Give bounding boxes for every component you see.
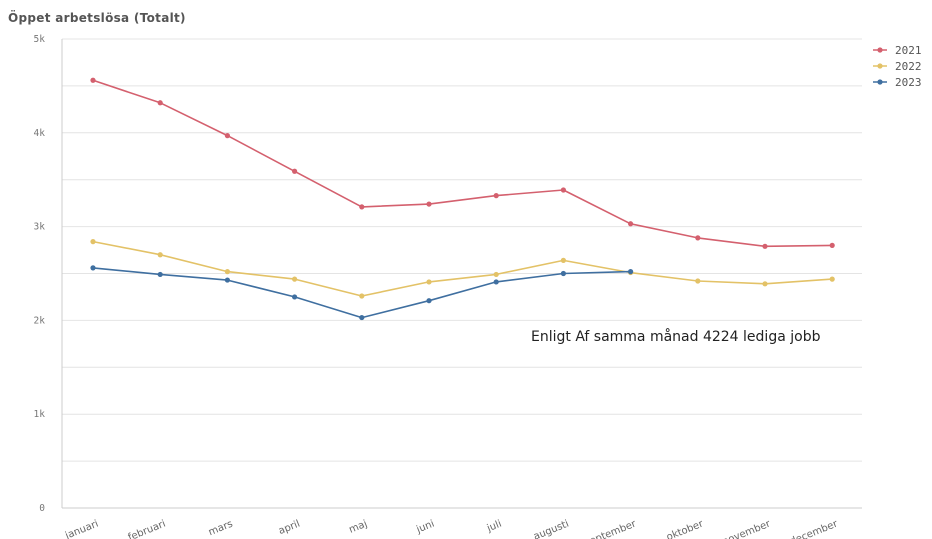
x-tick-label: januari <box>63 519 100 539</box>
data-point-2022 <box>426 279 432 285</box>
data-point-2023 <box>224 277 230 283</box>
data-point-2022 <box>224 269 230 275</box>
data-point-2021 <box>493 193 499 199</box>
data-point-2022 <box>695 278 701 284</box>
data-point-2023 <box>157 271 163 278</box>
series-line-2022 <box>92 240 833 297</box>
legend-label-2022: 2022 <box>895 60 922 73</box>
data-point-2022 <box>157 252 163 258</box>
data-point-2021 <box>157 100 163 106</box>
y-tick-label: 5k <box>34 34 46 45</box>
x-tick-label: juni <box>414 519 436 536</box>
data-point-2022 <box>762 281 768 287</box>
x-tick-label: maj <box>348 519 369 536</box>
data-point-2021 <box>426 201 432 207</box>
data-point-2021 <box>762 243 768 249</box>
x-tick-label: februari <box>127 519 168 539</box>
x-tick-label: november <box>721 518 773 539</box>
legend-marker-2023 <box>877 79 883 85</box>
data-point-2021 <box>628 221 634 227</box>
data-point-2023 <box>426 298 432 304</box>
data-point-2021 <box>224 133 230 139</box>
data-point-2021 <box>292 168 298 174</box>
y-tick-label: 3k <box>34 222 46 233</box>
x-tick-label: september <box>583 518 638 539</box>
data-point-2023 <box>292 294 298 300</box>
chart-annotation: Enligt Af samma månad 4224 lediga jobb <box>531 328 821 345</box>
chart-title: Öppet arbetslösa (Totalt) <box>8 11 186 25</box>
data-point-2023 <box>628 269 634 275</box>
x-tick-label: april <box>277 519 302 537</box>
data-point-2021 <box>560 187 567 193</box>
data-point-2021 <box>695 235 701 241</box>
data-point-2021 <box>359 204 365 210</box>
legend-label-2023: 2023 <box>895 76 922 89</box>
data-point-2022 <box>493 271 499 278</box>
series-line-2021 <box>92 79 833 248</box>
x-tick-label: juli <box>485 519 504 535</box>
data-point-2023 <box>359 314 365 321</box>
y-tick-label: 4k <box>34 128 46 139</box>
x-tick-label: december <box>788 518 840 539</box>
data-point-2021 <box>90 77 96 83</box>
data-point-2023 <box>90 265 96 271</box>
data-point-2022 <box>560 257 567 263</box>
y-tick-label: 0 <box>39 503 45 514</box>
legend: 2021 2022 2023 <box>873 44 922 89</box>
data-point-2023 <box>493 279 499 285</box>
series-line-2023 <box>92 267 631 319</box>
x-tick-label: oktober <box>665 518 706 539</box>
series-layer <box>90 77 835 321</box>
data-point-2022 <box>829 276 835 282</box>
legend-label-2021: 2021 <box>895 44 922 57</box>
data-point-2022 <box>90 239 96 245</box>
data-point-2022 <box>292 276 298 282</box>
legend-marker-2021 <box>877 47 883 53</box>
x-tick-label: augusti <box>532 519 570 539</box>
y-tick-label: 1k <box>34 409 46 420</box>
legend-marker-2022 <box>877 63 883 69</box>
data-point-2021 <box>829 242 835 248</box>
y-tick-label: 2k <box>34 315 46 326</box>
data-point-2022 <box>359 293 365 299</box>
grid-layer <box>62 38 862 509</box>
x-tick-label: mars <box>207 519 234 539</box>
axis-layer: 0 1k 2k 3k 4k 5k januari februari mars april maj ju… <box>34 34 862 539</box>
data-point-2023 <box>560 270 567 277</box>
